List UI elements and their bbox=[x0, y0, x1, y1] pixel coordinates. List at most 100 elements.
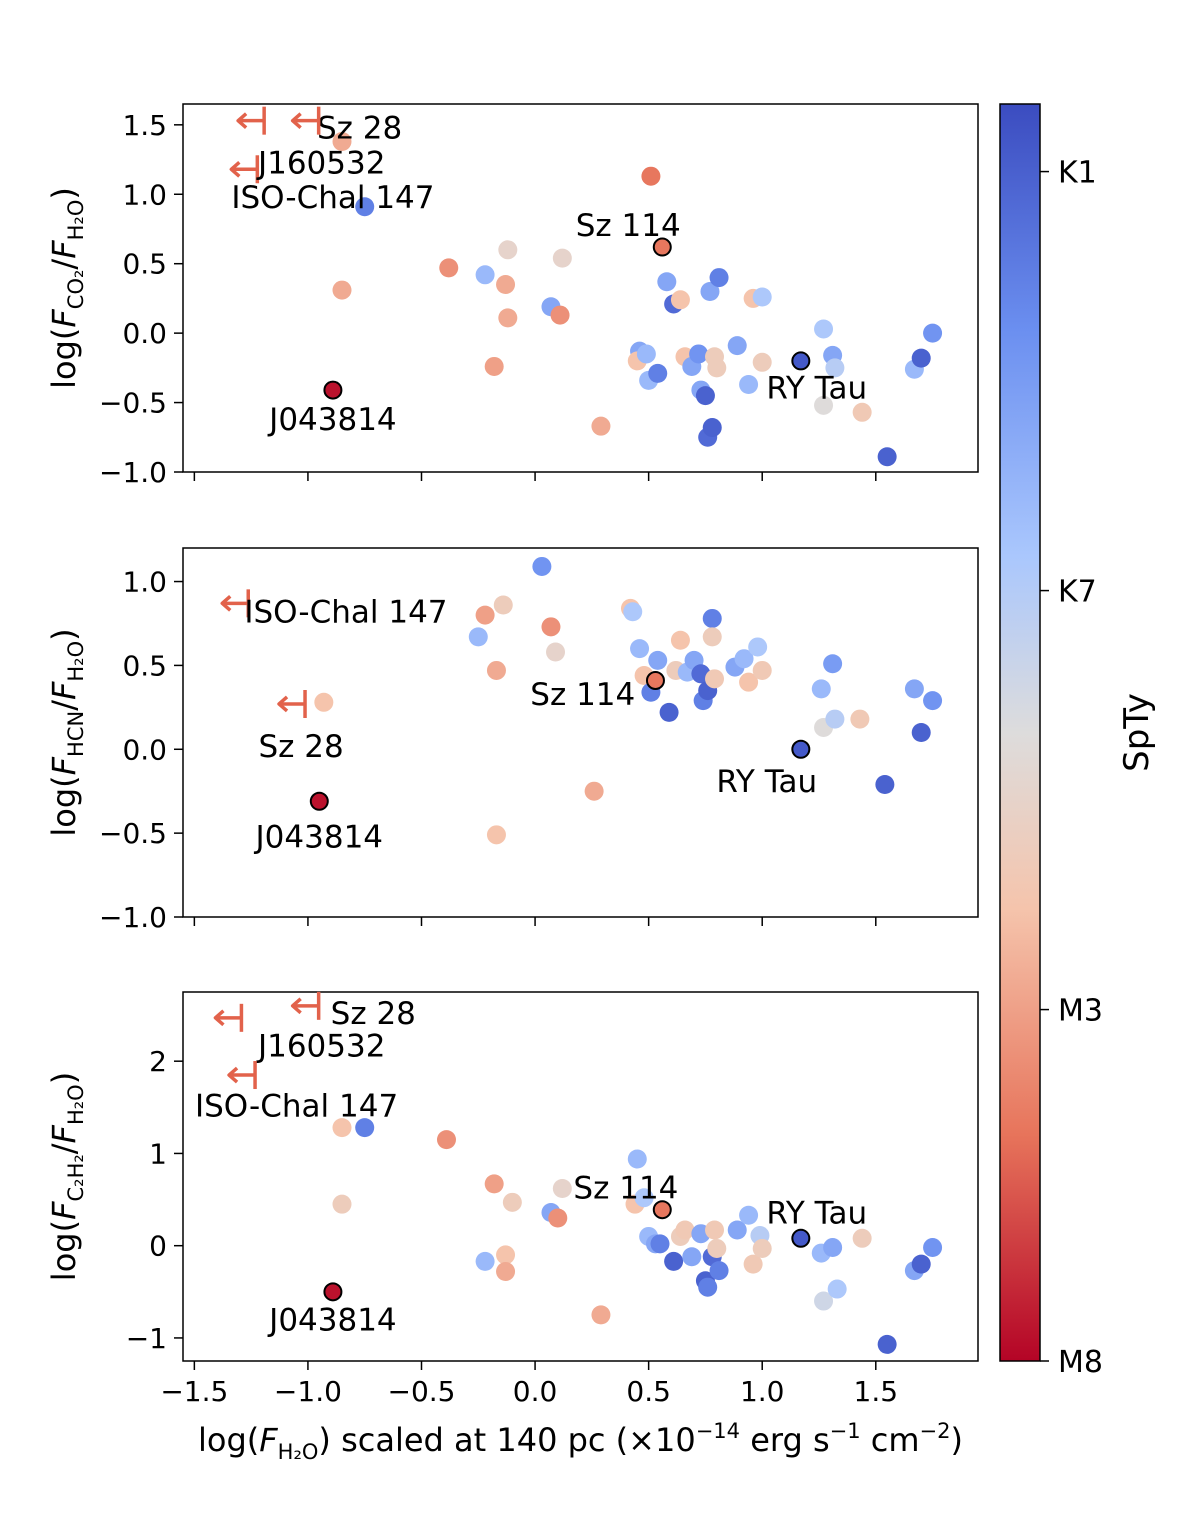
highlight-point bbox=[309, 791, 329, 811]
y-tick-label: 0.5 bbox=[122, 248, 167, 281]
data-point bbox=[650, 1234, 670, 1254]
data-point bbox=[498, 308, 518, 328]
y-tick-label: 0 bbox=[149, 1230, 167, 1263]
point-label: RY Tau bbox=[716, 764, 817, 800]
data-point bbox=[823, 1238, 843, 1258]
data-point bbox=[748, 637, 768, 657]
upper-limit-arrow bbox=[290, 112, 302, 129]
x-tick-label: −1.5 bbox=[160, 1375, 228, 1408]
data-point bbox=[702, 627, 722, 647]
data-point bbox=[659, 702, 679, 722]
data-point bbox=[727, 1220, 747, 1240]
data-point bbox=[911, 1254, 931, 1274]
data-point bbox=[752, 660, 772, 680]
data-point bbox=[648, 363, 668, 383]
data-point bbox=[727, 336, 747, 356]
scatter-panels: −1.0 −0.5 0.0 0.5 1.0 1.5 log(FCO₂/FH₂O) Sz 114… bbox=[45, 103, 979, 1370]
data-point bbox=[502, 1192, 522, 1212]
data-point bbox=[484, 1174, 504, 1194]
point-label: Sz 114 bbox=[530, 677, 635, 713]
data-point bbox=[705, 669, 725, 689]
data-point bbox=[709, 1261, 729, 1281]
data-point bbox=[634, 1188, 654, 1208]
limit-label: Sz 28 bbox=[317, 111, 402, 147]
highlight-point bbox=[652, 237, 672, 257]
data-point bbox=[664, 1251, 684, 1271]
data-point bbox=[498, 240, 518, 260]
data-point bbox=[852, 1228, 872, 1248]
data-point bbox=[484, 356, 504, 376]
data-point bbox=[877, 1334, 897, 1354]
limit-label: J160532 bbox=[256, 1029, 385, 1065]
data-point bbox=[702, 418, 722, 438]
data-point bbox=[641, 166, 661, 186]
point-label: J043814 bbox=[267, 402, 396, 438]
data-point bbox=[627, 1149, 647, 1169]
data-point bbox=[707, 358, 727, 378]
y-tick-label: 1 bbox=[149, 1137, 167, 1170]
data-point bbox=[355, 197, 375, 217]
y-tick-label: −0.5 bbox=[99, 387, 167, 420]
point-label: Sz 114 bbox=[573, 1171, 678, 1207]
colorbar-tick-label: M8 bbox=[1058, 1345, 1103, 1380]
panel-3: −1 0 1 2 log(FC₂H₂/FH₂O) Sz 114 RY Tau J043814 S… bbox=[45, 991, 979, 1370]
data-point bbox=[707, 1238, 727, 1258]
data-point bbox=[332, 1194, 352, 1214]
limit-label: ISO-Chal 147 bbox=[195, 1088, 398, 1124]
colorbar: K1 K7 M3 M8 SpTy bbox=[999, 103, 1157, 1380]
limit-label: ISO-Chal 147 bbox=[231, 180, 434, 216]
y-tick-label: −1.0 bbox=[99, 901, 167, 934]
data-point bbox=[698, 1277, 718, 1297]
data-point bbox=[739, 375, 759, 395]
data-point bbox=[550, 305, 570, 325]
y-tick-label: −1.0 bbox=[99, 456, 167, 489]
limit-label: ISO-Chal 147 bbox=[244, 595, 447, 631]
data-point bbox=[827, 1279, 847, 1299]
data-point bbox=[355, 1118, 375, 1138]
data-point bbox=[814, 319, 834, 339]
panel-frame bbox=[182, 547, 979, 918]
highlight-point bbox=[791, 739, 811, 759]
data-point bbox=[923, 1238, 943, 1258]
colorbar-gradient bbox=[999, 103, 1041, 1362]
data-point bbox=[670, 290, 690, 310]
panel-frame bbox=[182, 991, 979, 1362]
data-point bbox=[532, 556, 552, 576]
x-tick-label: −1.0 bbox=[274, 1375, 342, 1408]
y-tick-label: 1.5 bbox=[122, 109, 167, 142]
colorbar-tick-label: K7 bbox=[1058, 575, 1097, 610]
x-axis: −1.5 −1.0 −0.5 0.0 0.5 1.0 1.5 log(FH₂O) scaled… bbox=[160, 1375, 963, 1464]
data-point bbox=[743, 1254, 763, 1274]
data-point bbox=[825, 709, 845, 729]
data-point bbox=[823, 654, 843, 674]
highlight-point bbox=[323, 380, 343, 400]
data-point bbox=[811, 679, 831, 699]
highlight-point bbox=[652, 1200, 672, 1220]
data-point bbox=[705, 1220, 725, 1240]
data-point bbox=[702, 608, 722, 628]
data-point bbox=[496, 1245, 516, 1265]
data-point bbox=[752, 1238, 772, 1258]
colorbar-tick-label: K1 bbox=[1058, 156, 1097, 191]
data-point bbox=[911, 723, 931, 742]
data-point bbox=[675, 1220, 695, 1240]
upper-limit-arrow bbox=[220, 595, 232, 612]
data-point bbox=[552, 248, 572, 268]
data-point bbox=[546, 642, 566, 662]
data-point bbox=[752, 352, 772, 372]
data-point bbox=[475, 1251, 495, 1271]
limit-label: J160532 bbox=[256, 145, 385, 181]
y-tick-label: −0.5 bbox=[99, 817, 167, 850]
data-point bbox=[852, 402, 872, 422]
data-point bbox=[475, 605, 495, 625]
data-point bbox=[436, 1130, 456, 1150]
data-point bbox=[695, 386, 715, 406]
point-label: J043814 bbox=[267, 1302, 396, 1338]
data-point bbox=[657, 272, 677, 292]
data-point bbox=[486, 825, 506, 845]
data-point bbox=[670, 630, 690, 650]
data-point bbox=[439, 258, 459, 278]
data-point bbox=[630, 639, 650, 659]
y-tick-label: 0.0 bbox=[122, 317, 167, 350]
